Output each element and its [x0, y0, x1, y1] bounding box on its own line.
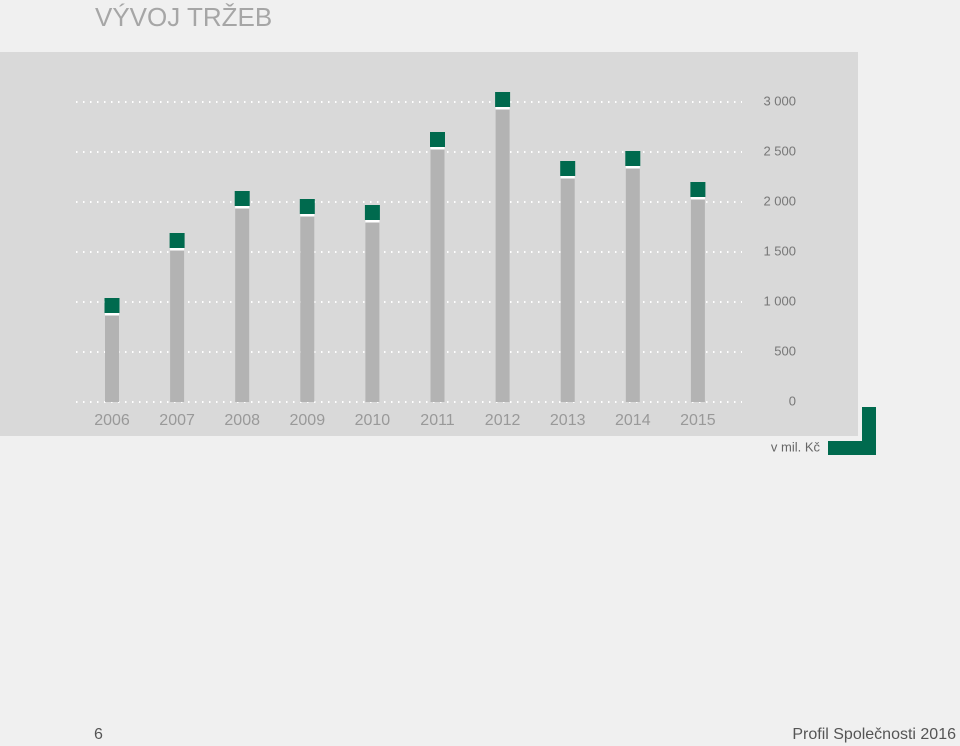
page-title: VÝVOJ TRŽEB	[95, 2, 273, 32]
x-tick-label: 2013	[550, 412, 586, 429]
bar-cap	[105, 313, 119, 315]
bar-marker	[690, 182, 706, 197]
y-tick-label: 3 000	[763, 93, 796, 108]
x-tick-label: 2008	[224, 412, 260, 429]
bar	[300, 217, 315, 402]
bar	[105, 316, 119, 402]
bar-cap	[690, 197, 705, 199]
footer-text: Profil Společnosti 2016	[792, 726, 956, 743]
bar-marker	[364, 205, 380, 220]
bar	[170, 251, 185, 402]
bar-marker	[430, 132, 445, 147]
x-tick-label: 2014	[615, 412, 651, 429]
bar	[235, 209, 250, 402]
bar-cap	[365, 220, 380, 222]
bar-cap	[495, 107, 510, 109]
bar-marker	[104, 298, 120, 313]
bar-cap	[235, 206, 250, 208]
bar-marker	[625, 151, 641, 166]
y-tick-label: 2 500	[763, 143, 796, 158]
y-tick-label: 1 000	[763, 293, 796, 308]
bar-cap	[300, 214, 315, 216]
bar	[625, 169, 640, 402]
corner-decoration	[828, 441, 876, 455]
bar	[365, 223, 380, 402]
x-tick-label: 2006	[94, 412, 130, 429]
bar-marker	[299, 199, 315, 214]
unit-label: v mil. Kč	[771, 439, 821, 454]
bar-marker	[560, 161, 576, 176]
x-tick-label: 2012	[485, 412, 521, 429]
y-tick-label: 1 500	[763, 243, 796, 258]
x-tick-label: 2010	[355, 412, 391, 429]
page-number: 6	[94, 726, 103, 743]
bar	[560, 179, 575, 402]
x-tick-label: 2011	[420, 412, 455, 429]
bar-marker	[169, 233, 185, 248]
y-tick-label: 500	[774, 343, 796, 358]
bar-cap	[625, 166, 640, 168]
x-tick-label: 2009	[290, 412, 326, 429]
bar-marker	[234, 191, 250, 206]
x-tick-label: 2015	[680, 412, 716, 429]
bar-cap	[170, 248, 185, 250]
bar-marker	[495, 92, 511, 107]
bar	[495, 110, 510, 402]
bar-cap	[560, 176, 575, 178]
x-tick-label: 2007	[159, 412, 195, 429]
chart: v mil. Kč 0 500 1 000 1 500 2 000 2 500 3 000 2…	[0, 52, 876, 455]
y-tick-label: 2 000	[763, 193, 796, 208]
plot-panel	[0, 52, 858, 436]
y-tick-label: 0	[789, 393, 796, 408]
bar	[690, 200, 705, 402]
bar	[430, 150, 445, 402]
bar-cap	[430, 147, 445, 149]
